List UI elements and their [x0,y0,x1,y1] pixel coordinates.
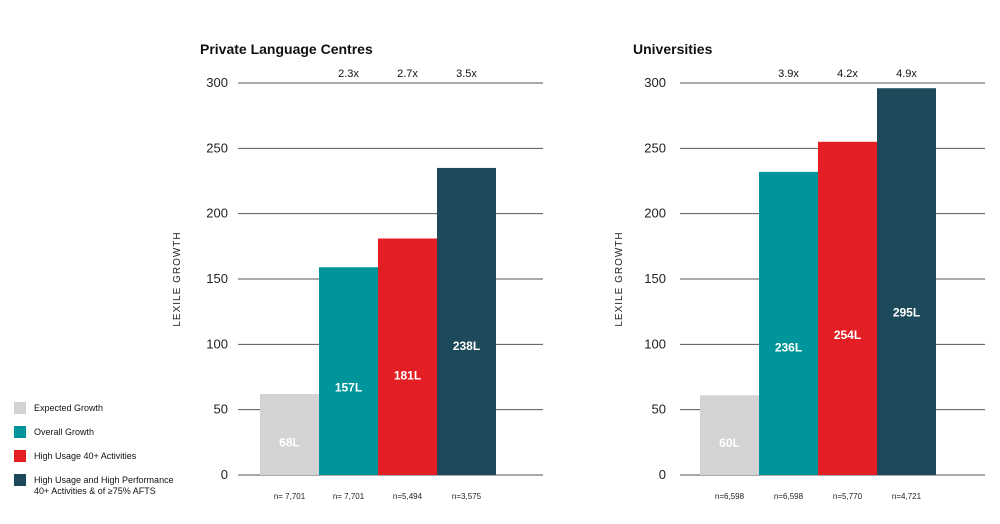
legend-label: High Usage and High Performance [34,475,174,485]
chart-panel-private-language-centres: Private Language Centres LEXILE GROWTH 0 50… [172,41,543,501]
sample-size-label: n=5,494 [393,492,423,501]
y-tick-label: 0 [221,467,228,482]
legend-swatch [14,402,26,414]
bar [818,141,877,476]
multiplier-label: 2.7x [397,68,418,80]
y-tick-label: 300 [206,75,228,90]
bar [437,167,496,475]
y-tick-label: 200 [644,206,666,221]
legend-swatch [14,450,26,462]
sample-size-label: n= 7,701 [274,492,306,501]
bar-data-label: 181L [394,369,421,383]
legend-swatch [14,426,26,438]
multiplier-label: 3.9x [778,68,799,80]
y-tick-label: 250 [644,140,666,155]
legend-label: Expected Growth [34,403,103,413]
legend-label: High Usage 40+ Activities [34,451,137,461]
multiplier-label: 3.5x [456,68,477,80]
bar [378,238,437,475]
y-axis-label: LEXILE GROWTH [614,231,625,326]
sample-size-label: n=4,721 [892,492,922,501]
chart-title: Universities [633,41,713,57]
legend-label-line2: 40+ Activities & of ≥75% AFTS [34,486,156,496]
y-tick-label: 0 [659,467,666,482]
bar [319,267,378,475]
y-tick-label: 250 [206,140,228,155]
bar [260,393,319,475]
y-tick-label: 150 [644,271,666,286]
y-tick-label: 50 [652,402,666,417]
multiplier-label: 2.3x [338,68,359,80]
y-tick-label: 200 [206,206,228,221]
multiplier-label: 4.2x [837,68,858,80]
sample-size-label: n= 7,701 [333,492,365,501]
sample-size-label: n=6,598 [715,492,745,501]
bar-data-label: 236L [775,341,802,355]
y-tick-label: 300 [644,75,666,90]
chart-title: Private Language Centres [200,41,373,57]
legend-swatch [14,474,26,486]
bar [700,395,759,475]
bar-data-label: 68L [279,436,300,450]
y-tick-label: 150 [206,271,228,286]
sample-size-label: n=6,598 [774,492,804,501]
bar-data-label: 238L [453,339,480,353]
y-tick-label: 50 [214,402,228,417]
legend-label: Overall Growth [34,427,94,437]
sample-size-label: n=3,575 [452,492,482,501]
sample-size-label: n=5,770 [833,492,863,501]
bar-data-label: 295L [893,306,920,320]
bar-data-label: 157L [335,381,362,395]
bar-data-label: 60L [719,436,740,450]
legend: Expected Growth Overall Growth High Usage … [14,402,174,496]
y-tick-label: 100 [206,336,228,351]
bar [877,88,936,475]
multiplier-label: 4.9x [896,68,917,80]
bar [759,171,818,475]
y-axis-label: LEXILE GROWTH [172,231,183,326]
chart-panel-universities: Universities LEXILE GROWTH 0 50 100 150 200 250… [614,41,985,501]
y-tick-label: 100 [644,336,666,351]
bar-data-label: 254L [834,328,861,342]
